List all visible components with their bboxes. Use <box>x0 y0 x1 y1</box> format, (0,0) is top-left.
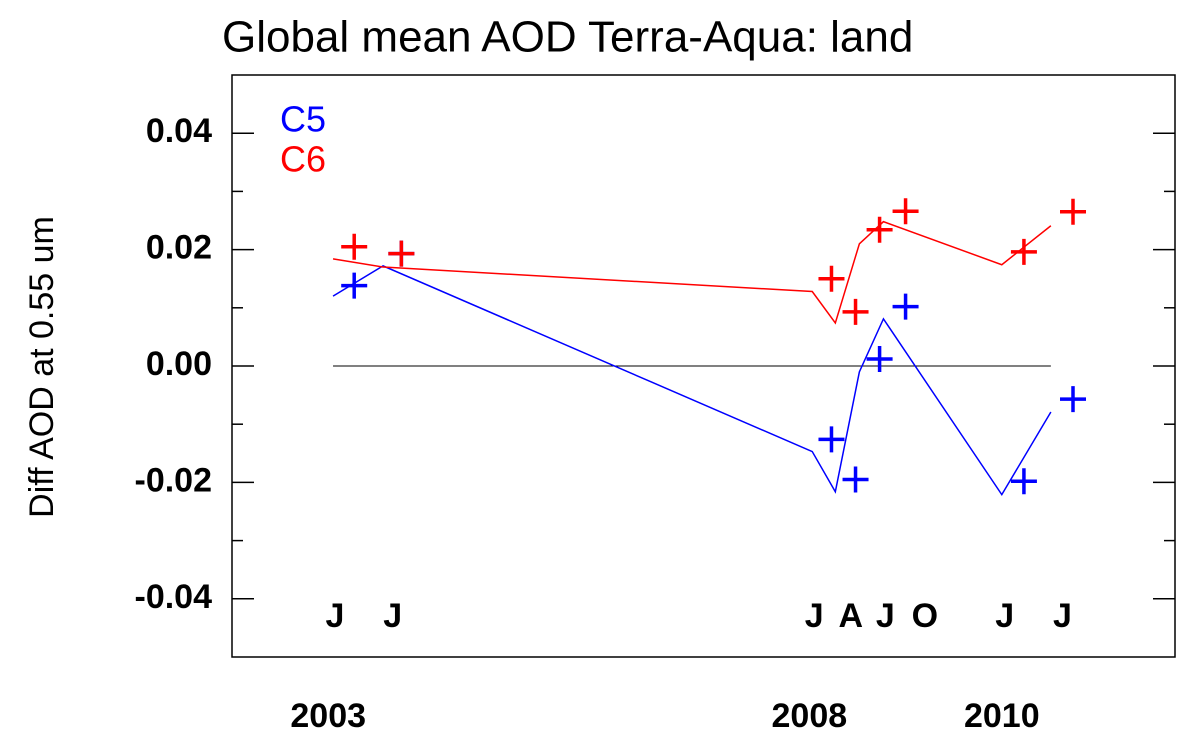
plus-marker <box>866 346 893 373</box>
plus-marker <box>341 272 368 299</box>
y-tick-label: -0.02 <box>135 461 213 499</box>
plus-marker <box>1060 198 1086 225</box>
x-tick-label: J <box>383 597 402 635</box>
plus-marker <box>388 240 415 267</box>
plus-marker <box>818 265 845 292</box>
year-label: 2003 <box>290 697 366 735</box>
plus-marker <box>892 293 919 320</box>
plus-marker <box>1060 386 1086 413</box>
year-label: 2010 <box>964 697 1040 735</box>
plus-marker <box>866 216 893 243</box>
x-tick-label: J <box>1053 597 1072 635</box>
year-label: 2008 <box>772 697 848 735</box>
legend-label: C6 <box>280 139 326 180</box>
plus-marker <box>341 233 368 260</box>
plus-marker <box>842 298 869 325</box>
x-tick-label: O <box>912 597 938 635</box>
plus-marker <box>818 426 845 453</box>
x-tick-label: J <box>995 597 1014 635</box>
x-tick-label: J <box>325 597 344 635</box>
x-tick-label: A <box>838 597 863 635</box>
series-line <box>332 265 1052 497</box>
plus-marker <box>1010 238 1037 265</box>
plus-marker <box>842 466 869 493</box>
y-tick-label: -0.04 <box>135 578 213 616</box>
plus-marker <box>892 198 919 225</box>
y-tick-label: 0.02 <box>146 229 212 267</box>
x-tick-label: J <box>805 597 824 635</box>
x-tick-label: J <box>876 597 895 635</box>
chart-title: Global mean AOD Terra-Aqua: land <box>222 13 913 62</box>
y-tick-label: 0.00 <box>146 345 212 383</box>
plus-marker <box>1010 468 1037 495</box>
series-line <box>332 220 1052 325</box>
y-axis-label: Diff AOD at 0.55 um <box>23 216 61 518</box>
legend-label: C5 <box>280 99 326 140</box>
y-tick-label: 0.04 <box>146 112 212 150</box>
